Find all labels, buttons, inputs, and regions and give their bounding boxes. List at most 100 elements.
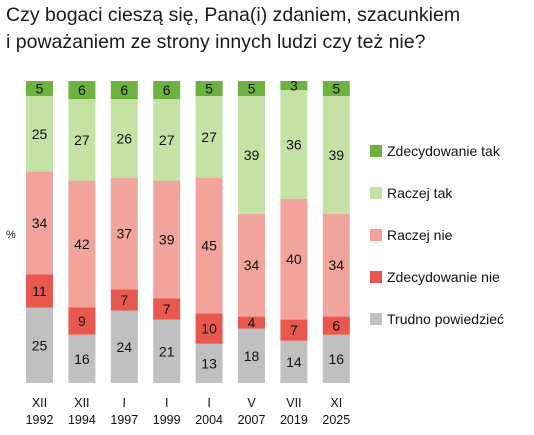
legend-swatch (370, 271, 382, 283)
bar-value-label: 3 (290, 78, 298, 94)
bar-segment (110, 99, 138, 178)
bar-value-label: 5 (332, 81, 340, 97)
legend-label: Zdecydowanie nie (387, 269, 500, 285)
chart-title-line-2: i poważaniem ze strony innych ludzi czy … (6, 31, 426, 53)
bar-value-label: 7 (120, 292, 128, 308)
bar-value-label: 40 (286, 251, 302, 267)
bar-value-label: 7 (163, 301, 171, 317)
bar-value-label: 27 (201, 129, 217, 145)
bars-group: 2511342551694227624737266217392761310452… (26, 78, 350, 383)
bar-segment (322, 334, 350, 383)
bar-segment (153, 319, 181, 383)
bar-segment (68, 81, 96, 100)
x-tick-label: 2025 (322, 413, 350, 427)
bar-value-label: 13 (201, 355, 217, 371)
bar-value-label: 5 (36, 81, 44, 97)
bar-value-label: 39 (159, 232, 175, 248)
bar-segment (238, 316, 265, 329)
bar-segment (322, 213, 350, 317)
legend-swatch (370, 145, 382, 157)
legend-label: Raczej nie (387, 227, 453, 243)
bar-segment (195, 177, 223, 314)
bar-segment (238, 213, 265, 317)
x-axis-tick-labels: XII 1992 XII 1994 I 1997 I 1999 I 2004 V 2007 VII 201… (26, 396, 351, 427)
bar-value-label: 25 (32, 126, 48, 142)
bar-segment (322, 316, 350, 335)
legend-swatch (370, 229, 382, 241)
bar-value-label: 39 (329, 147, 345, 163)
bar-value-label: 6 (163, 82, 171, 98)
x-tick-label: I (123, 396, 126, 410)
bar-value-label: 39 (244, 147, 260, 163)
x-tick-label: VII (286, 396, 301, 410)
bar-value-label: 37 (117, 226, 133, 242)
bar-value-label: 34 (329, 257, 345, 273)
x-tick-label: 1999 (153, 413, 181, 427)
bar-segment (195, 81, 223, 97)
bar-segment (110, 177, 138, 290)
x-tick-label: 1994 (68, 413, 96, 427)
bar-segment (153, 81, 181, 100)
x-tick-label: I (165, 396, 168, 410)
bar-segment (110, 81, 138, 100)
legend-label: Trudno powiedzieć (387, 311, 504, 327)
bar-value-label: 7 (290, 322, 298, 338)
bar-value-label: 21 (159, 343, 175, 359)
bar-segment (238, 81, 265, 97)
bar-segment (68, 180, 96, 308)
legend-swatch (370, 313, 382, 325)
legend-label: Zdecydowanie tak (387, 143, 501, 159)
bar-value-label: 24 (117, 339, 133, 355)
bar-segment (238, 96, 265, 214)
bar-segment (322, 96, 350, 214)
bar-value-label: 34 (244, 257, 260, 273)
bar-segment (280, 81, 308, 91)
bar-value-label: 27 (159, 132, 175, 148)
bar-segment (153, 99, 181, 181)
chart-title-line-1: Czy bogaci cieszą się, Pana(i) zdaniem, … (6, 4, 461, 26)
bar-value-label: 25 (32, 337, 48, 353)
bar-segment (68, 99, 96, 181)
bar-value-label: 6 (332, 318, 340, 334)
bar-segment (280, 198, 308, 320)
bar-value-label: 5 (205, 81, 213, 97)
bar-value-label: 27 (74, 132, 90, 148)
bar-segment (322, 81, 350, 97)
x-tick-label: XII (74, 396, 89, 410)
bar-segment (110, 289, 138, 311)
bar-value-label: 6 (120, 82, 128, 98)
x-tick-label: XI (330, 396, 342, 410)
bar-value-label: 5 (248, 81, 256, 97)
bar-segment (195, 96, 223, 178)
x-tick-label: 2004 (195, 413, 223, 427)
x-tick-label: I (207, 396, 210, 410)
bar-segment (280, 90, 308, 199)
bar-segment (153, 180, 181, 299)
x-tick-label: V (247, 396, 256, 410)
bar-segment (26, 96, 53, 172)
bar-value-label: 11 (32, 283, 47, 299)
x-tick-label: 2019 (280, 413, 308, 427)
x-tick-label: 1992 (26, 413, 54, 427)
bar-value-label: 16 (74, 351, 90, 367)
bar-value-label: 16 (329, 351, 345, 367)
bar-segment (26, 81, 53, 97)
bar-segment (280, 319, 308, 341)
bar-segment (26, 274, 53, 308)
bar-segment (195, 343, 223, 383)
bar-value-label: 9 (78, 313, 86, 329)
bar-value-label: 6 (78, 82, 86, 98)
x-tick-label: 1997 (110, 413, 138, 427)
legend-label: Raczej tak (387, 185, 453, 201)
bar-value-label: 42 (74, 236, 90, 252)
bar-segment (26, 171, 53, 275)
bar-value-label: 4 (248, 315, 256, 331)
x-tick-label: XII (32, 396, 47, 410)
bar-segment (280, 340, 308, 383)
bar-value-label: 36 (286, 136, 302, 152)
bar-value-label: 45 (201, 238, 217, 254)
bar-segment (68, 334, 96, 383)
bar-segment (68, 307, 96, 335)
bar-value-label: 26 (117, 130, 133, 146)
